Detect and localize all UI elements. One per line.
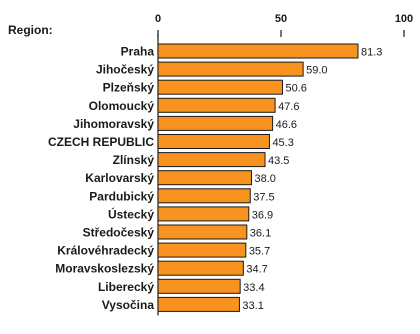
value-label: 33.1 xyxy=(242,300,263,312)
value-label: 45.3 xyxy=(272,137,293,149)
bar xyxy=(157,278,241,294)
x-tick-label: 100 xyxy=(395,13,413,25)
value-label: 46.6 xyxy=(276,119,297,131)
category-label: Královéhradecký xyxy=(57,244,154,258)
region-header: Region: xyxy=(8,23,53,37)
category-label: Jihomoravský xyxy=(73,117,154,131)
category-label: Olomoucký xyxy=(89,99,155,113)
bar xyxy=(157,152,266,168)
x-tick-label: 50 xyxy=(275,13,287,25)
value-label: 33.4 xyxy=(243,282,264,294)
value-label: 81.3 xyxy=(361,47,382,59)
x-tick-label: 0 xyxy=(155,13,161,25)
category-label: Zlínský xyxy=(113,153,155,167)
value-label: 43.5 xyxy=(268,155,289,167)
bar xyxy=(157,170,252,186)
bar xyxy=(157,296,240,312)
value-label: 34.7 xyxy=(246,264,267,276)
bar xyxy=(157,260,244,276)
category-label: CZECH REPUBLIC xyxy=(48,135,154,149)
value-label: 47.6 xyxy=(278,101,299,113)
bar xyxy=(157,61,304,77)
category-label: Pardubický xyxy=(89,189,154,203)
bar xyxy=(157,43,359,59)
bar xyxy=(157,79,283,95)
bar xyxy=(157,188,251,204)
bar xyxy=(157,206,250,222)
bar xyxy=(157,224,248,240)
value-label: 59.0 xyxy=(306,65,327,77)
value-label: 36.1 xyxy=(250,228,271,240)
bar xyxy=(157,115,274,131)
value-labels: 81.3 59.050.6 47.6 46.6 45.3 43.5 38.0 37.5 36.9… xyxy=(242,47,382,312)
bar xyxy=(157,134,270,149)
category-label: Středočeský xyxy=(83,226,155,240)
value-label: 35.7 xyxy=(249,246,270,258)
value-label: 36.9 xyxy=(252,209,273,221)
value-label: 50.6 xyxy=(285,83,306,95)
category-label: Moravskoslezský xyxy=(55,262,154,276)
bar xyxy=(157,97,276,113)
value-label: 37.5 xyxy=(253,191,274,203)
category-label: Praha xyxy=(121,45,155,59)
value-label: 38.0 xyxy=(254,173,275,185)
category-label: Vysočina xyxy=(102,298,155,312)
bars-group xyxy=(157,43,359,312)
bar xyxy=(157,242,247,258)
category-labels: Praha Jihočeský Plzeňský Olomoucký Jihomorav… xyxy=(48,45,154,312)
category-label: Liberecký xyxy=(98,280,154,294)
category-label: Jihočeský xyxy=(96,63,154,77)
category-label: Karlovarský xyxy=(85,171,154,185)
category-label: Ústecký xyxy=(108,206,154,221)
category-label: Plzeňský xyxy=(103,81,155,95)
